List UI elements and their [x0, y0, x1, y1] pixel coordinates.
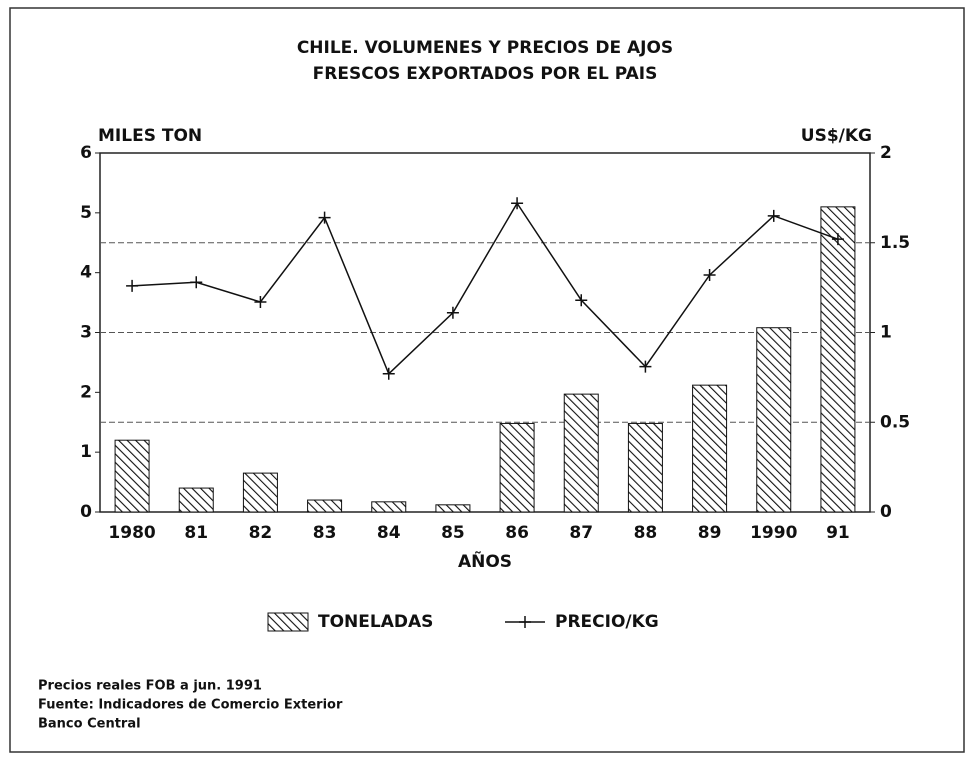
y2-tick-label: 0 [880, 502, 892, 522]
frame [9, 7, 965, 753]
y2-axis-label: US$/KG [801, 126, 872, 146]
note: Precios reales FOB a jun. 1991 [38, 679, 262, 694]
line-marker [767, 209, 780, 222]
y2-tick-label: 1 [880, 323, 892, 343]
x-tick-label: 87 [569, 523, 593, 543]
x-tick-label: 88 [634, 523, 658, 543]
y-tick-label: 2 [80, 382, 92, 402]
legend-label: TONELADAS [318, 612, 433, 632]
y-tick-label: 0 [80, 502, 92, 522]
x-tick-label: 81 [184, 523, 208, 543]
line-marker [703, 269, 716, 282]
line-marker [126, 279, 139, 292]
y2-tick-label: 2 [880, 143, 892, 163]
bar [178, 487, 214, 513]
y-tick-label: 6 [80, 143, 92, 163]
bar [499, 422, 535, 513]
note: Fuente: Indicadores de Comercio Exterior [38, 698, 343, 713]
bar [371, 501, 407, 513]
line-marker [831, 233, 844, 246]
bar [435, 504, 471, 513]
x-tick-label: 84 [377, 523, 401, 543]
legend-swatch [519, 616, 531, 628]
y-tick-label: 5 [80, 203, 92, 223]
y-tick-label: 3 [80, 323, 92, 343]
bar [114, 439, 150, 513]
bar [242, 472, 278, 513]
line-marker [511, 197, 524, 210]
bar [563, 393, 599, 513]
line-marker [639, 360, 652, 373]
x-tick-label: 89 [698, 523, 722, 543]
note: Banco Central [38, 717, 141, 732]
y2-tick-label: 1.5 [880, 233, 910, 253]
bar [756, 327, 792, 513]
x-tick-label: 91 [826, 523, 850, 543]
x-tick-label: 82 [249, 523, 273, 543]
x-axis-label: AÑOS [458, 549, 512, 572]
x-tick-label: 85 [441, 523, 465, 543]
y-axis-label: MILES TON [98, 126, 202, 146]
line-marker [446, 306, 459, 319]
bar [627, 422, 663, 513]
y-tick-label: 4 [80, 263, 92, 283]
x-tick-label: 86 [505, 523, 529, 543]
chart-title: CHILE. VOLUMENES Y PRECIOS DE AJOS [297, 38, 673, 58]
bar [692, 384, 728, 513]
y-tick-label: 1 [80, 442, 92, 462]
y2-tick-label: 0.5 [880, 412, 910, 432]
line-marker [382, 367, 395, 380]
x-tick-label: 1990 [750, 523, 797, 543]
x-tick-label: 83 [313, 523, 337, 543]
line-marker [318, 211, 331, 224]
bar [820, 206, 856, 513]
chart-title: FRESCOS EXPORTADOS POR EL PAIS [313, 64, 658, 84]
legend-swatch [267, 612, 309, 632]
legend-label: PRECIO/KG [555, 612, 659, 632]
line-marker [254, 295, 267, 308]
price-line [132, 201, 839, 376]
plot-frame [99, 152, 871, 513]
line-marker [575, 294, 588, 307]
line-marker [190, 276, 203, 289]
x-tick-label: 1980 [108, 523, 155, 543]
bar [307, 499, 343, 513]
